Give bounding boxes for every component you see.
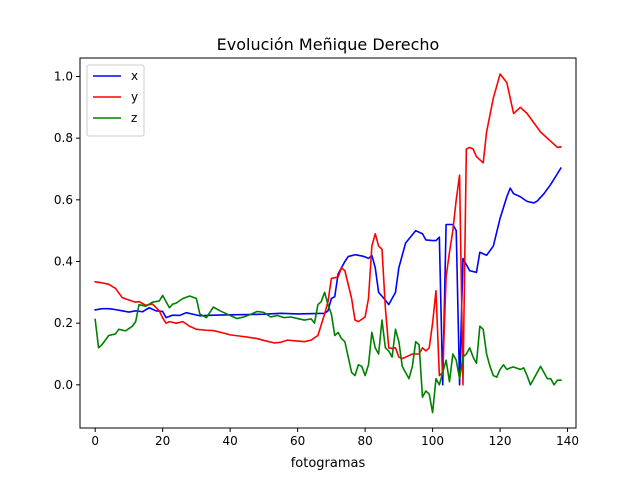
y-axis-ticks: 0.0 0.2 0.4 0.6 0.8 1.0: [54, 70, 80, 392]
chart-title: Evolución Meñique Derecho: [217, 35, 440, 54]
y-tick-label: 0.4: [54, 255, 73, 269]
legend-label-x: x: [131, 69, 138, 83]
y-tick-label: 0.8: [54, 131, 73, 145]
x-tick-label: 40: [223, 434, 238, 448]
series-line-x: [94, 166, 562, 386]
x-tick-label: 0: [91, 434, 99, 448]
y-tick-label: 0.6: [54, 193, 73, 207]
series-layer: [94, 73, 562, 414]
series-line-z: [94, 291, 562, 414]
y-tick-label: 0.2: [54, 316, 73, 330]
x-tick-label: 60: [290, 434, 305, 448]
legend-label-z: z: [131, 111, 137, 125]
x-tick-label: 100: [421, 434, 444, 448]
x-axis-ticks: 0 20 40 60 80 100 120 140: [91, 428, 579, 448]
x-tick-label: 80: [357, 434, 372, 448]
legend-label-y: y: [131, 90, 138, 104]
x-tick-label: 120: [489, 434, 512, 448]
x-tick-label: 140: [556, 434, 579, 448]
legend: xyz: [86, 64, 145, 137]
y-tick-label: 0.0: [54, 378, 73, 392]
x-axis-label: fotogramas: [291, 456, 366, 471]
y-tick-label: 1.0: [54, 70, 73, 84]
plot-frame: [79, 57, 577, 429]
series-line-y: [94, 73, 562, 386]
x-tick-label: 20: [155, 434, 170, 448]
